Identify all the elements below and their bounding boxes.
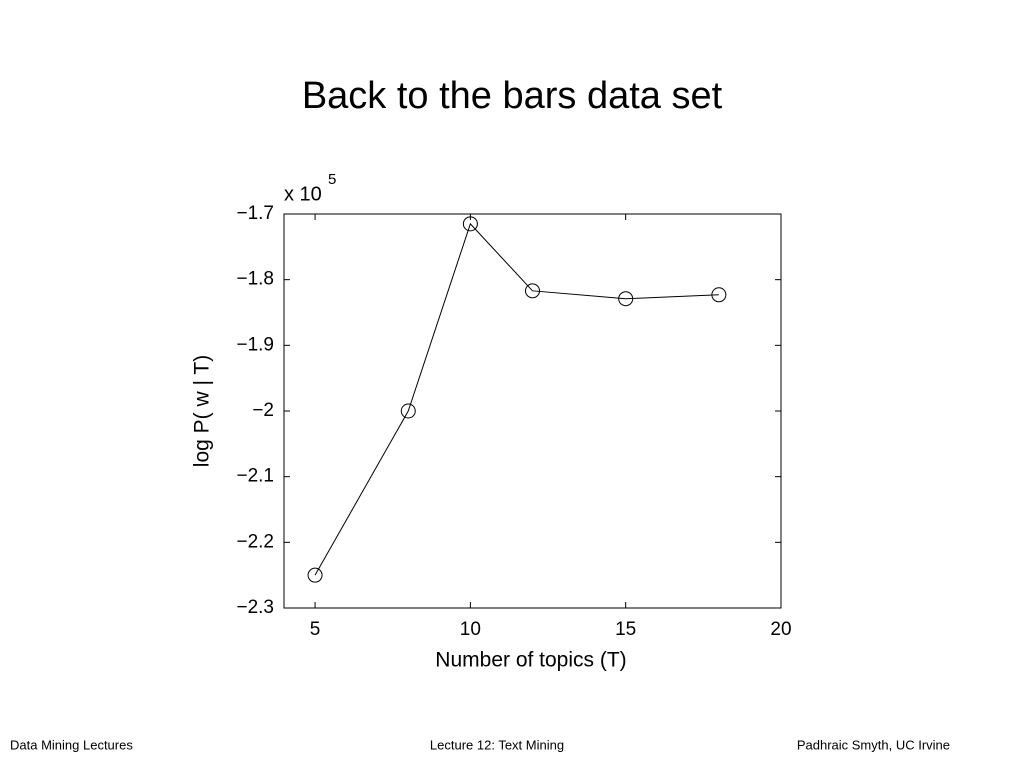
- y-tick-label: −2.3: [236, 597, 274, 618]
- data-line: [314, 222, 719, 576]
- y-multiplier: x 10: [284, 183, 322, 205]
- slide-title: Back to the bars data set: [302, 75, 723, 117]
- y-tick-label: −1.8: [236, 269, 274, 290]
- data-point: [462, 216, 478, 232]
- x-tick-label: 15: [615, 619, 636, 640]
- y-multiplier-exponent: 5: [328, 171, 336, 188]
- data-point: [307, 567, 323, 583]
- y-tick-label: −2.1: [236, 466, 274, 487]
- x-tick-label: 5: [310, 619, 321, 640]
- data-point: [400, 403, 416, 419]
- data-point: [525, 283, 540, 299]
- y-tick-label: −2: [252, 400, 274, 421]
- y-tick-label: −2.2: [236, 531, 274, 552]
- footer-right: Padhraic Smyth, UC Irvine: [797, 737, 950, 752]
- data-point: [618, 291, 634, 307]
- y-tick-label: −1.9: [236, 334, 274, 355]
- x-tick-label: 20: [770, 619, 791, 640]
- y-tick-label: −1.7: [236, 203, 274, 224]
- footer-center: Lecture 12: Text Mining: [430, 737, 564, 752]
- data-point: [711, 287, 727, 303]
- footer-left: Data Mining Lectures: [10, 737, 133, 752]
- y-axis-label: log P( w | T): [191, 355, 214, 467]
- x-tick-label: 10: [460, 619, 481, 640]
- x-axis-label: Number of topics (T): [435, 649, 626, 672]
